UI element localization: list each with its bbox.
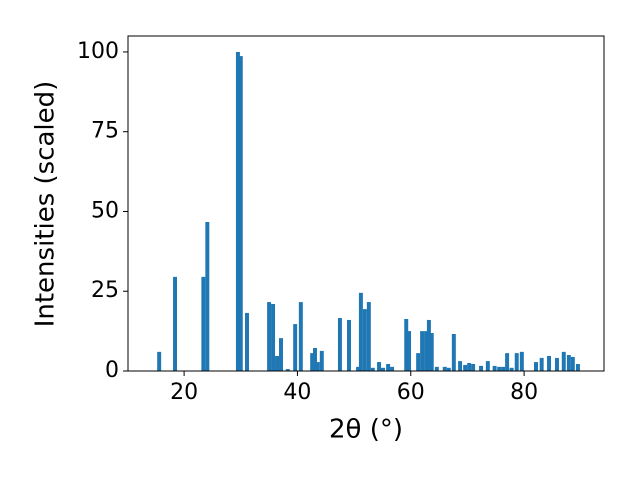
bar [547,356,552,371]
bar [446,367,451,371]
bar [201,276,206,371]
bar [492,365,497,371]
bar [271,304,276,371]
bar [471,363,476,371]
bar [337,318,342,371]
x-tick-label: 60 [397,380,425,405]
bar [310,353,315,371]
bar [315,362,320,371]
bar [235,51,240,371]
bar [451,333,456,371]
bar [463,364,468,371]
bar [362,309,367,371]
bar [358,292,363,371]
bar [238,56,243,371]
y-axis-label: Intensities (scaled) [31,81,61,328]
bar [426,319,431,371]
x-tick-label: 40 [283,380,311,405]
bar [434,366,439,371]
y-tick-label: 50 [91,198,119,223]
y-tick-label: 25 [91,278,119,303]
bar [356,366,361,371]
bar [377,362,382,371]
bar [566,355,571,371]
bar [157,351,162,371]
bar [485,361,490,371]
bar [173,276,178,371]
bar [381,367,385,371]
bar [467,363,472,371]
bar [267,302,272,371]
plot-frame [127,35,605,372]
bar [514,353,519,371]
bar [205,222,210,371]
bar [366,302,371,371]
bar [420,331,425,371]
bar [416,353,421,371]
bar [509,367,514,371]
bar [386,363,391,371]
bar [534,362,538,371]
bar [561,351,566,371]
y-tick-label: 0 [105,358,119,383]
bar [298,302,303,371]
bar [407,331,412,371]
bar [245,312,249,371]
bar [424,331,429,371]
bar [539,357,544,371]
bar [313,348,317,371]
bar [554,357,559,371]
bar [501,366,506,371]
x-axis-label: 2θ (°) [329,415,403,445]
bar [429,333,434,371]
bar [505,353,510,371]
bar [575,363,580,371]
bar [442,366,447,371]
bar [347,319,351,371]
bar [479,365,484,371]
bar [293,324,298,371]
bar [497,366,502,371]
bar [390,366,395,371]
y-tick-label: 75 [91,119,119,144]
bar [319,350,324,371]
bar [370,367,375,371]
bar [285,369,290,371]
bar [279,338,283,371]
x-tick-label: 20 [170,380,198,405]
bar [570,356,575,371]
bar [275,356,280,371]
bar [458,361,463,371]
x-tick-label: 80 [510,380,538,405]
bar [519,351,524,371]
y-tick-label: 100 [77,39,119,64]
bar [404,318,409,371]
